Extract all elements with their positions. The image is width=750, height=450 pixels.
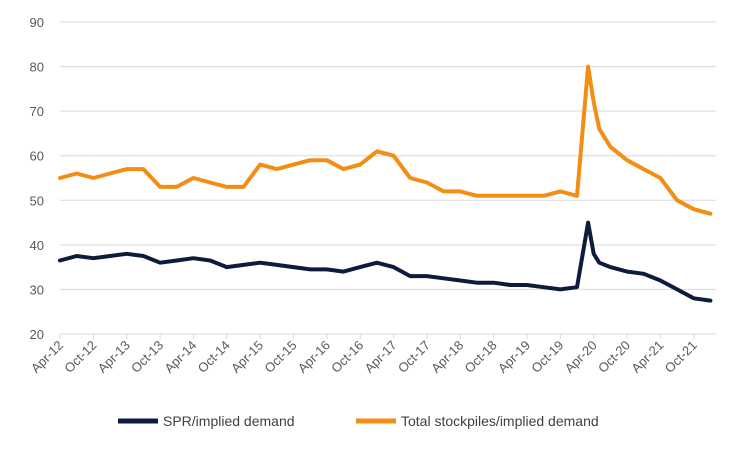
legend: SPR/implied demand Total stockpiles/impl… [118, 413, 599, 429]
y-tick-label: 90 [30, 15, 44, 30]
legend-label-spr: SPR/implied demand [163, 413, 295, 429]
x-tick-label: Oct-12 [61, 338, 99, 376]
y-tick-label: 60 [30, 149, 44, 164]
x-tick-label: Oct-17 [395, 338, 433, 376]
x-tick-label: Apr-18 [428, 338, 466, 376]
x-tick-label: Apr-16 [295, 338, 333, 376]
y-tick-label: 30 [30, 282, 44, 297]
series-line-1 [58, 64, 713, 216]
x-tick-label: Apr-15 [228, 338, 266, 376]
series-lines [58, 64, 713, 303]
x-tick-label: Oct-19 [528, 338, 566, 376]
x-tick-label: Oct-16 [328, 338, 366, 376]
y-tick-label: 20 [30, 327, 44, 342]
x-tick-label: Apr-19 [495, 338, 533, 376]
y-tick-label: 80 [30, 60, 44, 75]
x-tick-label: Apr-21 [628, 338, 666, 376]
x-tick-label: Oct-13 [128, 338, 166, 376]
legend-label-total: Total stockpiles/implied demand [401, 413, 599, 429]
x-tick-label: Apr-13 [95, 338, 133, 376]
x-tick-label: Apr-17 [361, 338, 399, 376]
y-tick-label: 70 [30, 104, 44, 119]
x-axis-ticks: Apr-12Oct-12Apr-13Oct-13Apr-14Oct-14Apr-… [28, 334, 700, 376]
x-tick-label: Apr-20 [562, 338, 600, 376]
x-tick-label: Apr-14 [161, 338, 199, 376]
gridlines [60, 21, 716, 290]
y-tick-label: 40 [30, 238, 44, 253]
x-tick-label: Apr-12 [28, 338, 66, 376]
x-tick-label: Oct-14 [195, 338, 233, 376]
x-tick-label: Oct-20 [595, 338, 633, 376]
x-tick-label: Oct-18 [462, 338, 500, 376]
y-axis-ticks: 20 30 40 50 60 70 80 90 [30, 15, 44, 342]
x-tick-label: Oct-21 [662, 338, 700, 376]
y-tick-label: 50 [30, 193, 44, 208]
series-line-0 [58, 220, 713, 303]
x-tick-label: Oct-15 [261, 338, 299, 376]
